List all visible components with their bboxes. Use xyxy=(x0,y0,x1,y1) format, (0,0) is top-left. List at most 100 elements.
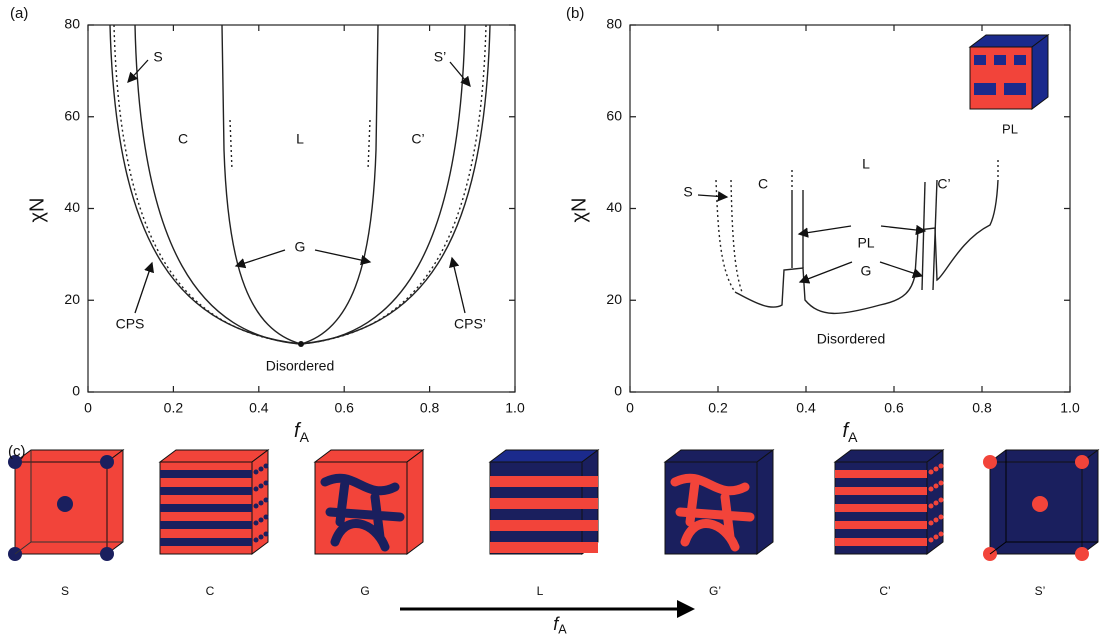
region-label: S xyxy=(683,184,692,200)
sphere xyxy=(8,455,22,469)
pointer-arrow xyxy=(234,249,286,269)
rod-end xyxy=(253,537,259,543)
pointer-arrow xyxy=(449,61,471,87)
rod-end xyxy=(258,500,264,506)
region-label: C xyxy=(178,131,188,147)
region-label: S xyxy=(153,49,162,65)
y-tick-label: 60 xyxy=(606,107,622,123)
pl-hole xyxy=(974,83,996,95)
axis-label: fA xyxy=(294,420,310,444)
label-sub: A xyxy=(558,623,567,637)
pointer-arrow xyxy=(880,224,927,236)
region-label: Disordered xyxy=(266,358,334,374)
y-tick-label: 40 xyxy=(606,199,622,215)
axis-label: fA xyxy=(843,420,859,444)
stripe xyxy=(835,538,927,546)
region-label: Disordered xyxy=(817,331,885,347)
rod-end xyxy=(933,466,939,472)
pointer-arrow xyxy=(134,261,154,314)
pl-hole xyxy=(1014,55,1026,65)
x-tick-label: 0 xyxy=(84,400,92,416)
rod-end xyxy=(933,517,939,523)
cube-top xyxy=(488,449,600,463)
panel-label: (c) xyxy=(8,443,26,460)
phase-label: G’ xyxy=(709,584,721,598)
network xyxy=(320,473,405,552)
network xyxy=(670,473,755,552)
pl-hole xyxy=(974,55,986,65)
phase-cube xyxy=(968,34,1050,110)
phase-boundaries-a xyxy=(109,24,491,347)
rod-end xyxy=(928,469,934,475)
region-label: C’ xyxy=(937,176,950,192)
x-tick-label: 0.4 xyxy=(796,400,816,416)
rod-end xyxy=(938,480,944,486)
rod-end xyxy=(263,480,269,486)
rod-end xyxy=(253,503,259,509)
y-tick-label: 0 xyxy=(72,383,80,399)
sphere xyxy=(983,455,997,469)
region-label: S’ xyxy=(434,49,446,65)
label-sub: A xyxy=(848,429,858,445)
rod-end xyxy=(263,497,269,503)
layer xyxy=(490,542,598,553)
rod-end xyxy=(938,497,944,503)
cube-top xyxy=(833,449,945,463)
cube-side xyxy=(406,449,424,555)
cube-top xyxy=(663,449,775,463)
pointer-arrow xyxy=(314,249,372,266)
x-tick-label: 0.4 xyxy=(249,400,269,416)
pointer-arrow xyxy=(879,261,924,279)
region-label: C xyxy=(758,176,768,192)
cube-side xyxy=(756,449,774,555)
rod-end xyxy=(253,520,259,526)
y-tick-label: 20 xyxy=(606,291,622,307)
region-label: CPS xyxy=(116,316,145,332)
y-tick-label: 80 xyxy=(606,16,622,32)
phase-cube xyxy=(663,449,775,555)
x-tick-label: 0.2 xyxy=(708,400,728,416)
pointer-arrow xyxy=(798,261,853,284)
phase-cube xyxy=(158,449,270,555)
cube-side xyxy=(1031,34,1049,110)
sphere xyxy=(1075,547,1089,561)
phase-cube xyxy=(983,449,1100,561)
sphere xyxy=(100,547,114,561)
rod-end xyxy=(253,469,259,475)
y-tick-label: 60 xyxy=(64,107,80,123)
phase-cube xyxy=(488,449,600,555)
rod-end xyxy=(938,514,944,520)
cube-top xyxy=(158,449,270,463)
x-tick-label: 1.0 xyxy=(1060,400,1080,416)
region-label: PL xyxy=(857,235,874,251)
stripe xyxy=(835,470,927,478)
phase-label: G xyxy=(360,584,369,598)
rod-end xyxy=(928,520,934,526)
stripe xyxy=(160,470,252,478)
phase-cube xyxy=(313,449,425,555)
y-axis-label: χN xyxy=(26,198,48,223)
stripe xyxy=(835,504,927,512)
x-tick-label: 0.6 xyxy=(334,400,354,416)
sphere xyxy=(100,455,114,469)
pointer-arrow xyxy=(697,191,729,202)
plot-frame xyxy=(87,24,516,393)
rod-end xyxy=(253,486,259,492)
rod-end xyxy=(928,503,934,509)
rod-end xyxy=(933,500,939,506)
rod-end xyxy=(938,531,944,537)
x-tick-label: 0.2 xyxy=(164,400,184,416)
label-main: f xyxy=(294,420,302,442)
phase-label: S xyxy=(61,584,69,598)
region-label: CPS’ xyxy=(454,316,486,332)
cube-edge xyxy=(989,450,1098,555)
phase-label: C xyxy=(206,584,215,598)
rod-end xyxy=(933,534,939,540)
stripe xyxy=(160,487,252,495)
label-sub: A xyxy=(300,429,310,445)
rod-end xyxy=(933,483,939,489)
pl-hole xyxy=(1004,83,1026,95)
x-tick-label: 0.8 xyxy=(420,400,440,416)
stripe xyxy=(160,521,252,529)
label-main: f xyxy=(553,614,560,634)
